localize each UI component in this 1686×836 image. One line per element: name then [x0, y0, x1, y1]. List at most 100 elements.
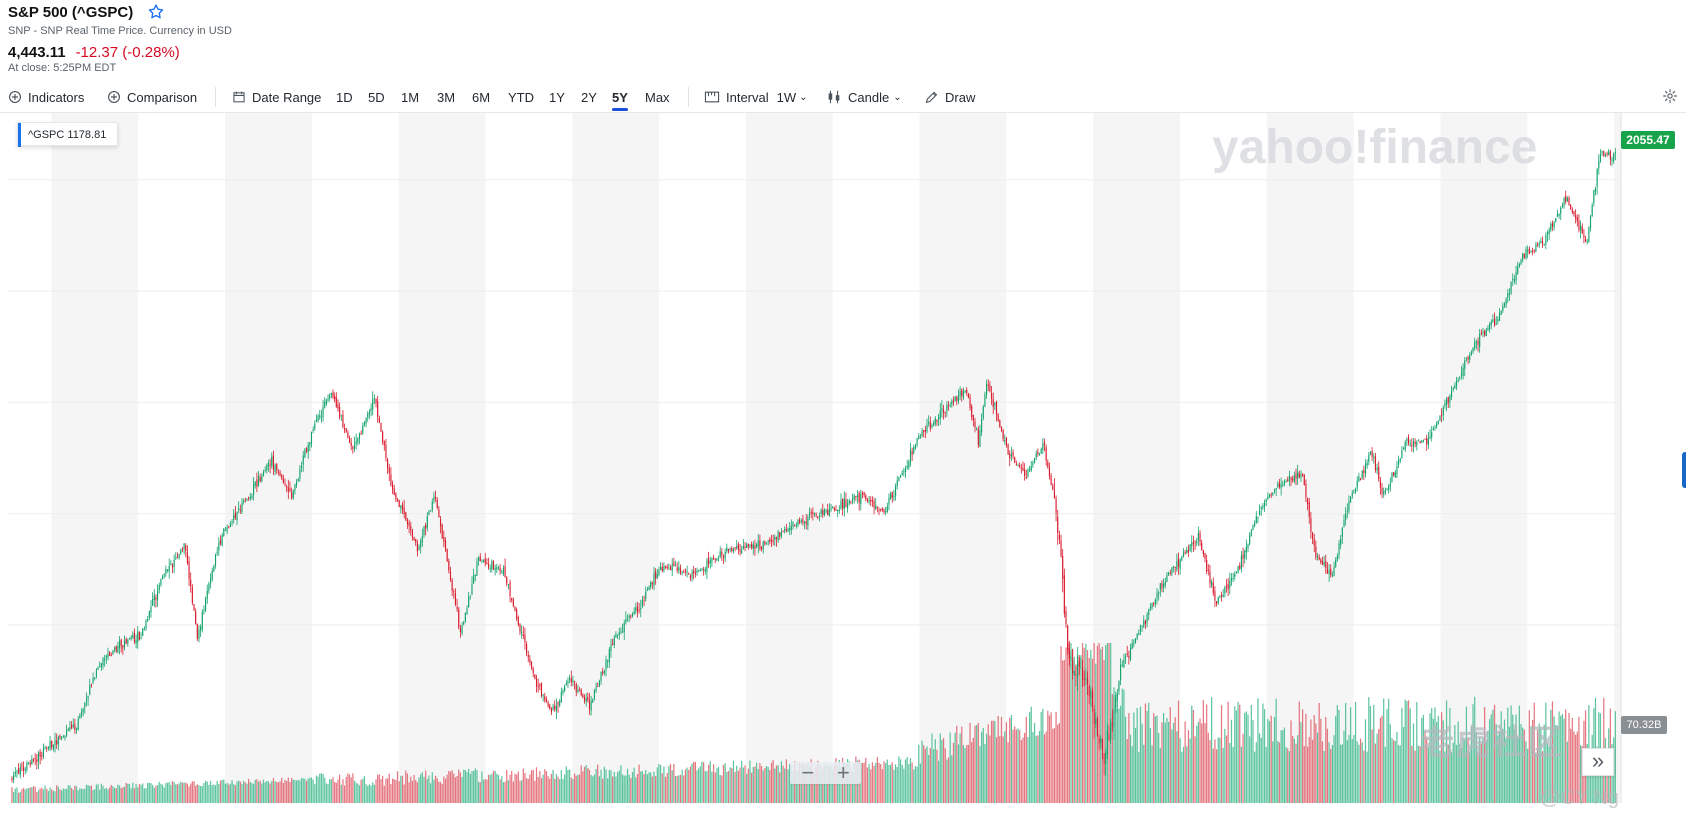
zoom-in-button[interactable]: + — [836, 760, 850, 785]
candle-body — [1469, 355, 1471, 360]
chevron-down-icon: ⌄ — [893, 91, 902, 103]
candle-body — [428, 511, 430, 516]
range-1m[interactable]: 1M — [401, 87, 419, 107]
draw-button[interactable]: Draw — [924, 87, 975, 107]
comparison-button[interactable]: Comparison — [107, 87, 197, 107]
candle-body — [878, 509, 880, 511]
candle-body — [491, 561, 493, 570]
range-5y[interactable]: 5Y — [612, 87, 628, 111]
date-range-button[interactable]: Date Range — [232, 87, 321, 107]
candle-body — [486, 563, 488, 565]
candle-body — [706, 560, 708, 572]
candle-body — [1538, 243, 1540, 246]
candle-body — [833, 507, 835, 510]
range-2y[interactable]: 2Y — [581, 87, 597, 107]
range-1d[interactable]: 1D — [336, 87, 353, 107]
candle-body — [1321, 561, 1324, 566]
candle-body — [1384, 490, 1386, 493]
candle-body — [1457, 379, 1459, 382]
candle-body — [482, 559, 485, 562]
indicators-button[interactable]: Indicators — [8, 87, 84, 107]
candle-body — [1399, 458, 1401, 461]
sp500-candlestick-chart[interactable]: 1,000.001,250.001,500.001,750.002,000.00… — [8, 113, 1622, 803]
candle-body — [1121, 665, 1123, 667]
candle-body — [612, 643, 614, 646]
candle-body — [501, 572, 503, 574]
candle-body — [178, 554, 180, 558]
candle-body — [317, 415, 319, 421]
candle-body — [1062, 556, 1064, 579]
candle-body — [779, 532, 781, 537]
range-1y[interactable]: 1Y — [549, 87, 565, 107]
candle-body — [509, 582, 511, 597]
candle-body — [775, 537, 778, 540]
candle-body — [261, 475, 263, 482]
candle-body — [396, 499, 399, 501]
chart-toolbar: Indicators Comparison Date Range 1D 5D 1… — [0, 80, 1686, 113]
candle-body — [459, 628, 461, 633]
candle-body — [352, 446, 354, 449]
candle-body — [64, 735, 66, 738]
candle-body — [1331, 575, 1333, 577]
candle-body — [299, 468, 301, 479]
candle-body — [942, 409, 945, 413]
range-6m[interactable]: 6M — [472, 87, 490, 107]
candle-body — [1154, 599, 1156, 604]
candle-body — [362, 425, 364, 433]
chart-type-button[interactable]: Candle ⌄ — [826, 87, 902, 107]
candle-body — [595, 686, 597, 691]
chart-area[interactable]: 1,000.001,250.001,500.001,750.002,000.00… — [8, 113, 1622, 803]
candle-body — [1492, 319, 1494, 322]
candle-body — [689, 575, 691, 579]
candle-body — [1280, 483, 1282, 489]
candle-body — [691, 571, 693, 578]
interval-button[interactable]: Interval 1W ⌄ — [704, 87, 808, 107]
candle-body — [570, 677, 572, 683]
zoom-out-button[interactable]: − — [801, 760, 815, 785]
candle-body — [527, 654, 529, 658]
candle-body — [1411, 445, 1413, 447]
candle-body — [1591, 205, 1593, 217]
candle-body — [856, 495, 859, 498]
candle-body — [310, 431, 313, 444]
scroll-right-button[interactable]: » — [1582, 748, 1614, 776]
range-5d[interactable]: 5D — [368, 87, 385, 107]
candle-body — [608, 649, 610, 663]
candle-body — [669, 567, 672, 571]
candle-body — [1268, 494, 1271, 497]
candle-body — [406, 520, 409, 525]
candle-body — [1570, 205, 1572, 210]
candle-body — [327, 398, 329, 400]
candle-body — [443, 536, 445, 542]
range-3m[interactable]: 3M — [437, 87, 455, 107]
range-ytd[interactable]: YTD — [508, 87, 534, 107]
candle-body — [1407, 437, 1410, 444]
candle-body — [621, 631, 624, 633]
side-panel-tab[interactable] — [1682, 452, 1686, 488]
star-icon[interactable] — [147, 3, 165, 21]
candle-body — [1315, 546, 1317, 558]
candle-body — [1302, 473, 1304, 476]
candle-body — [31, 759, 33, 765]
candle-body — [117, 646, 119, 653]
candle-body — [524, 635, 526, 642]
gear-icon[interactable] — [1662, 88, 1678, 104]
range-max[interactable]: Max — [645, 87, 670, 107]
candle-body — [699, 570, 701, 572]
candle-body — [807, 517, 809, 526]
candle-body — [1371, 451, 1373, 457]
candle-body — [1611, 159, 1613, 161]
candle-body — [972, 415, 974, 421]
candle-body — [610, 644, 612, 651]
candle-body — [701, 568, 703, 570]
candle-body — [1576, 217, 1578, 222]
candle-body — [866, 499, 869, 501]
candle-body — [279, 471, 281, 476]
range-label: 1Y — [549, 89, 565, 105]
candle-body — [1422, 440, 1424, 442]
candle-body — [582, 694, 584, 698]
candle-body — [1267, 496, 1269, 499]
chart-legend[interactable]: ^GSPC 1178.81 — [17, 122, 118, 147]
candle-body — [739, 549, 741, 552]
candle-body — [521, 632, 523, 634]
